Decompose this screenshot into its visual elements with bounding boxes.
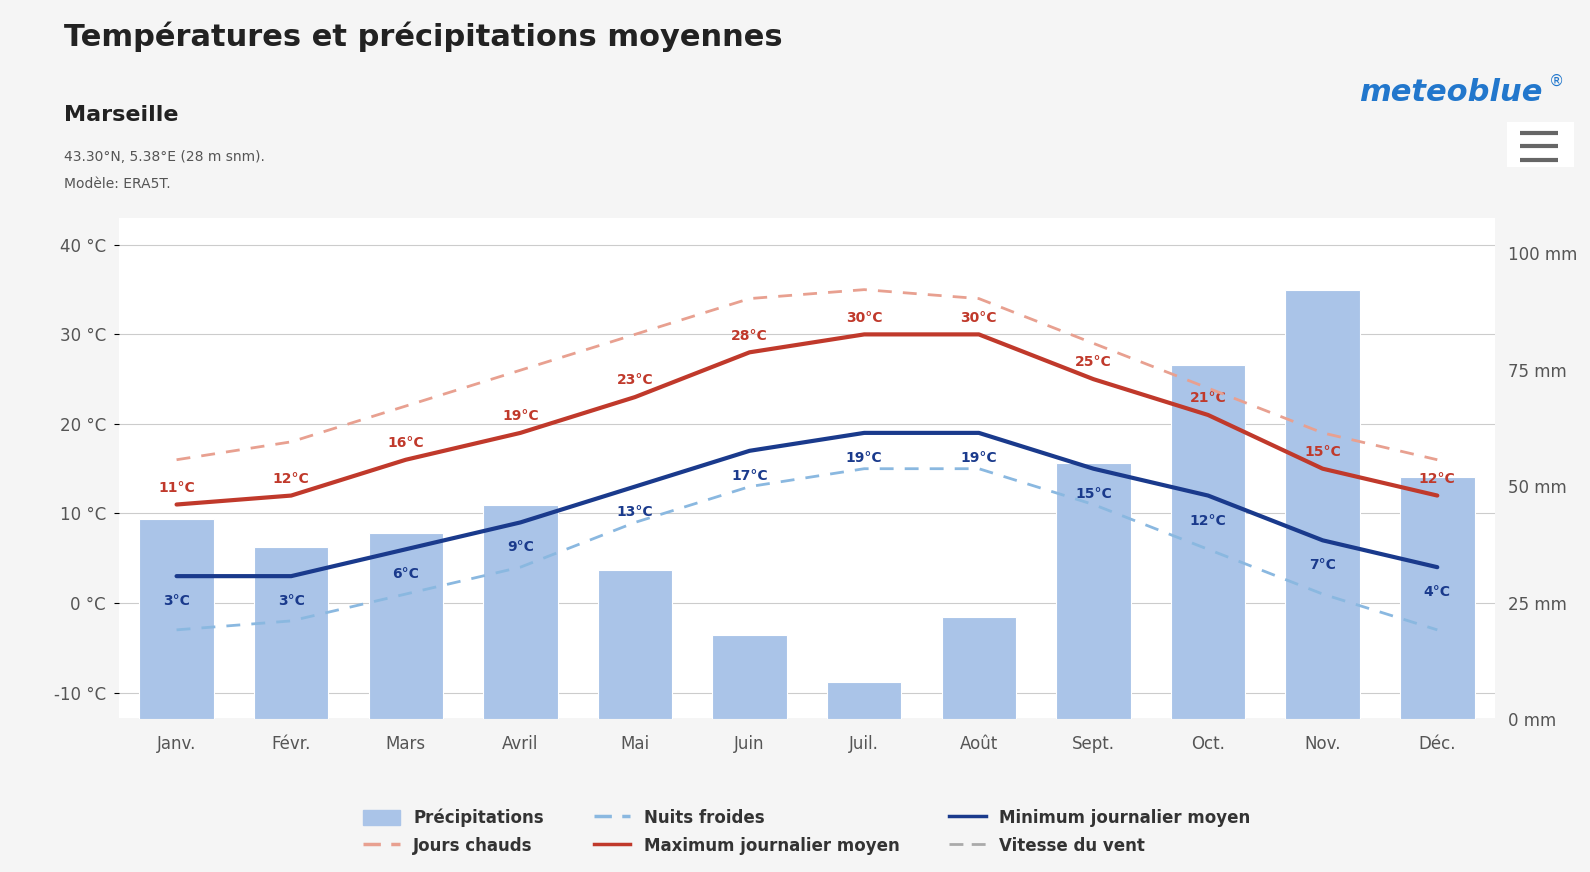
Text: 4°C: 4°C	[1423, 585, 1450, 599]
Bar	[1285, 290, 1359, 719]
Legend: Précipitations, Jours chauds, Nuits froides, Maximum journalier moyen, Minimum j: Précipitations, Jours chauds, Nuits froi…	[356, 801, 1258, 862]
Text: 15°C: 15°C	[1304, 445, 1340, 459]
Text: ®: ®	[1549, 74, 1565, 89]
Text: 30°C: 30°C	[846, 310, 882, 324]
Text: 9°C: 9°C	[507, 541, 534, 555]
Text: 19°C: 19°C	[502, 409, 539, 423]
Bar	[941, 617, 1016, 719]
Text: 11°C: 11°C	[157, 480, 196, 494]
Text: Marseille: Marseille	[64, 105, 178, 125]
Bar	[598, 570, 673, 719]
Text: 19°C: 19°C	[960, 451, 997, 465]
Text: 21°C: 21°C	[1189, 392, 1226, 405]
Bar	[1056, 463, 1130, 719]
Text: 12°C: 12°C	[1418, 472, 1456, 486]
Text: 12°C: 12°C	[273, 472, 310, 486]
Text: Modèle: ERA5T.: Modèle: ERA5T.	[64, 177, 170, 191]
Text: 7°C: 7°C	[1309, 558, 1336, 572]
Text: 25°C: 25°C	[1075, 356, 1111, 370]
Bar	[712, 636, 787, 719]
Bar	[1401, 477, 1474, 719]
Text: Températures et précipitations moyennes: Températures et précipitations moyennes	[64, 22, 782, 52]
Text: 19°C: 19°C	[846, 451, 882, 465]
Text: meteoblue: meteoblue	[1359, 78, 1542, 107]
Text: 15°C: 15°C	[1075, 487, 1111, 501]
Bar	[140, 519, 213, 719]
Text: 23°C: 23°C	[617, 373, 653, 387]
Text: 30°C: 30°C	[960, 310, 997, 324]
Bar	[483, 505, 558, 719]
Text: 28°C: 28°C	[731, 329, 768, 343]
Text: 6°C: 6°C	[393, 568, 420, 582]
Text: 43.30°N, 5.38°E (28 m snm).: 43.30°N, 5.38°E (28 m snm).	[64, 150, 264, 164]
Text: 16°C: 16°C	[388, 436, 425, 450]
Bar	[254, 547, 329, 719]
Text: 17°C: 17°C	[731, 469, 768, 483]
Text: 3°C: 3°C	[164, 594, 189, 608]
Bar	[369, 533, 444, 719]
Text: 3°C: 3°C	[278, 594, 305, 608]
Text: 13°C: 13°C	[617, 505, 653, 519]
Bar	[1170, 364, 1245, 719]
Bar	[827, 682, 902, 719]
Text: 12°C: 12°C	[1189, 514, 1226, 528]
